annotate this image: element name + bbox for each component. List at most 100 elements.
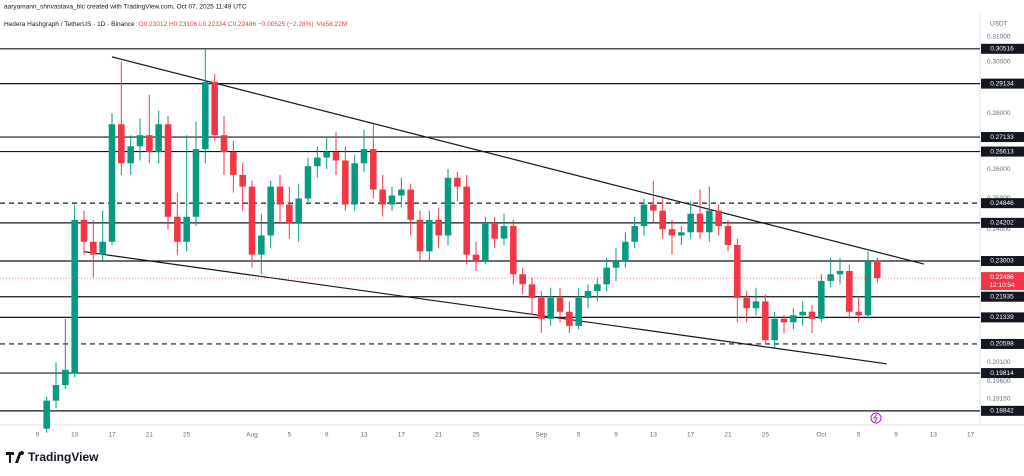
trendline: [83, 251, 887, 365]
candle-body: [202, 81, 209, 150]
candle-body: [323, 151, 330, 158]
candle-body: [463, 186, 470, 255]
event-icon[interactable]: [870, 412, 882, 424]
candle-body: [416, 219, 424, 252]
x-tick-label: 21: [146, 432, 154, 439]
candle-body: [874, 260, 881, 279]
candle-body: [407, 189, 414, 220]
candle-body: [678, 232, 685, 236]
candle-body: [444, 177, 452, 236]
candle-body: [267, 186, 274, 236]
candle-body: [687, 213, 694, 233]
level-label-box: [981, 291, 1024, 302]
candle-body: [99, 241, 106, 255]
candle-body: [855, 311, 862, 316]
candle-body: [239, 174, 246, 187]
candle-body: [603, 267, 610, 285]
candle-body: [286, 204, 293, 223]
candle-body: [220, 135, 228, 152]
candle-body: [724, 226, 732, 245]
candle-body: [864, 261, 872, 316]
y-tick-label: 0.24000: [987, 226, 1011, 233]
x-tick-label: 17: [687, 432, 695, 439]
candle-body: [752, 301, 760, 309]
candle-body: [426, 219, 433, 252]
level-label-box: [981, 368, 1024, 379]
candle-body: [528, 284, 536, 298]
candle-body: [62, 369, 69, 386]
x-tick-label: Sep: [536, 432, 548, 439]
x-tick-label: 9: [36, 432, 40, 439]
candle-body: [491, 222, 498, 239]
level-label: 0.21339: [990, 314, 1014, 321]
level-label: 0.19814: [990, 370, 1014, 377]
candle-body: [388, 195, 396, 205]
candle-body: [360, 149, 368, 164]
brand: TradingView: [28, 450, 99, 464]
candle-body: [127, 146, 134, 164]
candle-body: [304, 166, 312, 199]
x-tick-label: Aug: [246, 432, 258, 439]
last-price-label: 0.22486: [990, 274, 1014, 281]
candle-body: [155, 124, 162, 152]
candle-body: [454, 177, 461, 187]
candle-body: [584, 291, 592, 298]
level-label: 0.24846: [990, 200, 1014, 207]
level-label-box: [981, 338, 1024, 349]
event-icon-bolt: [873, 413, 878, 423]
level-label-box: [981, 43, 1024, 54]
level-label-box: [981, 405, 1024, 416]
x-tick-label: 21: [724, 432, 732, 439]
x-tick-label: 5: [857, 432, 861, 439]
level-label-box: [981, 146, 1024, 157]
candle-body: [510, 226, 517, 275]
candle-body: [248, 186, 256, 255]
candle-body: [230, 151, 237, 175]
x-tick-label: 13: [650, 432, 658, 439]
candle-body: [566, 311, 573, 326]
candle-body: [836, 270, 844, 275]
candle-body: [435, 219, 442, 236]
candle-body: [734, 244, 741, 298]
x-tick-label: 25: [762, 432, 770, 439]
candle-body: [398, 189, 405, 196]
candle-body: [612, 261, 620, 268]
candle-body: [762, 301, 769, 341]
x-tick-label: 5: [288, 432, 292, 439]
ohlc: O0.23012 H0.23106 L0.22334 C0.22486 −0.0…: [139, 21, 314, 28]
candle-body: [818, 280, 825, 319]
candle-body: [370, 149, 377, 190]
x-tick-label: 9: [325, 432, 329, 439]
candle-body: [640, 204, 648, 227]
candle-body: [771, 318, 778, 341]
candle-body: [43, 400, 50, 429]
candle-body: [136, 135, 144, 147]
candle-body: [696, 213, 704, 233]
x-tick-label: 9: [894, 432, 898, 439]
x-tick-label: 17: [108, 432, 116, 439]
candle-body: [314, 157, 321, 167]
level-label-box: [981, 198, 1024, 209]
candle-body: [80, 219, 88, 242]
candle-body: [519, 274, 526, 285]
candle-body: [146, 135, 153, 152]
candle-body: [790, 315, 797, 323]
countdown: 12:10:54: [989, 282, 1015, 289]
level-label: 0.20598: [990, 341, 1014, 348]
candle-body: [556, 297, 564, 312]
volume: Vol58.22M: [317, 21, 348, 28]
level-label-box: [981, 78, 1024, 89]
level-label-box: [981, 217, 1024, 228]
x-tick-label: 13: [930, 432, 938, 439]
logo: TradingView: [6, 450, 99, 464]
candle-body: [108, 124, 116, 242]
candle-body: [538, 297, 545, 319]
candle-body: [351, 163, 358, 205]
candle-body: [650, 204, 657, 211]
candle-body: [500, 226, 508, 239]
candle-body: [659, 210, 666, 230]
candle-body: [780, 318, 788, 323]
candle-body: [547, 297, 554, 319]
x-tick-label: 25: [183, 432, 191, 439]
level-label-box: [981, 312, 1024, 323]
